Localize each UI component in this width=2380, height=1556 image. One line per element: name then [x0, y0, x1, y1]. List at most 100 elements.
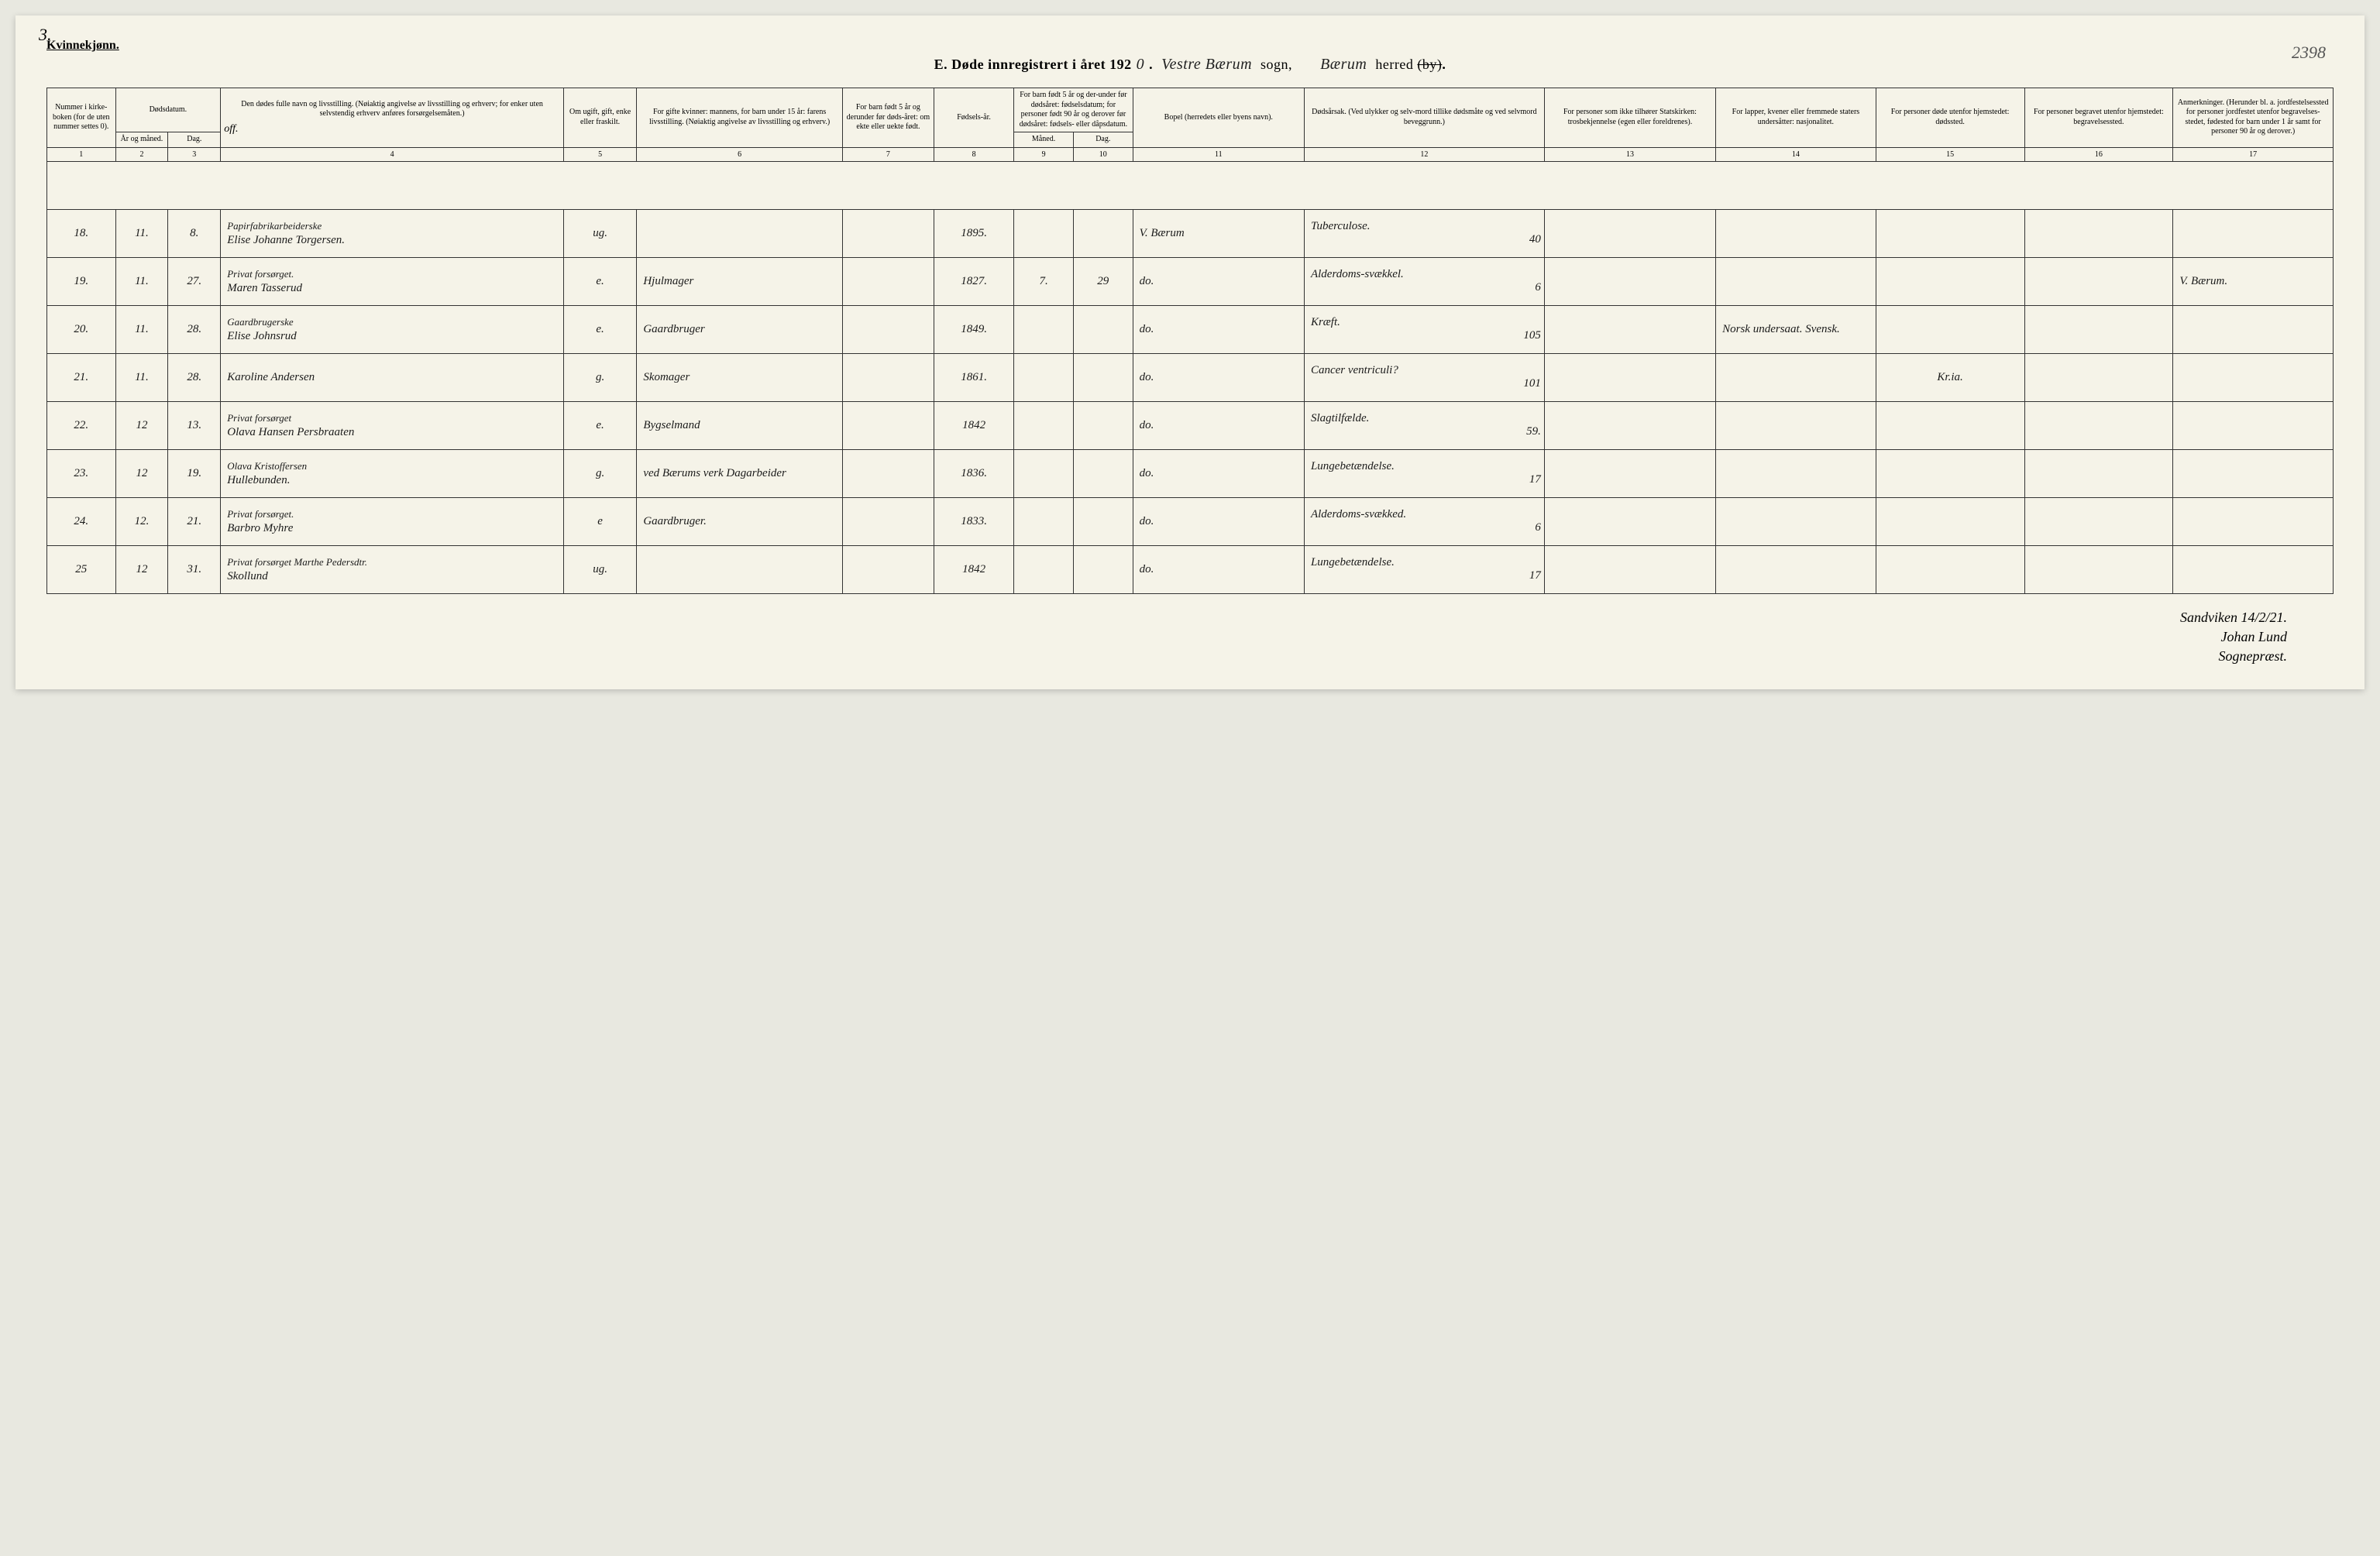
cell [1716, 545, 1876, 593]
cell: V. Bærum. [2173, 257, 2334, 305]
cell: 28. [168, 353, 221, 401]
col-header-5: Om ugift, gift, enke eller fraskilt. [563, 88, 636, 148]
cell: 21. [168, 497, 221, 545]
cell [842, 449, 934, 497]
page-number-right: 2398 [2292, 43, 2326, 63]
cell [2024, 257, 2173, 305]
cell [1876, 257, 2024, 305]
column-number: 8 [934, 147, 1013, 161]
cell: g. [563, 449, 636, 497]
table-row: 21.11.28.Karoline Anderseng.Skomager1861… [47, 353, 2334, 401]
cell: 1833. [934, 497, 1013, 545]
label-sogn: sogn, [1261, 57, 1292, 72]
cell [1014, 209, 1074, 257]
cell [2173, 449, 2334, 497]
cell [2024, 353, 2173, 401]
cell [1073, 305, 1133, 353]
cell: Slagtilfælde. 59. [1304, 401, 1544, 449]
column-number: 2 [115, 147, 168, 161]
cell [2173, 497, 2334, 545]
cell [1014, 401, 1074, 449]
col-header-9b: Dag. [1073, 132, 1133, 148]
register-page: 3. 2398 Kvinnekjønn. E. Døde innregistre… [15, 15, 2365, 689]
cell: 1895. [934, 209, 1013, 257]
cell [637, 209, 843, 257]
cell: Alderdoms-svækked. 6 [1304, 497, 1544, 545]
col-header-9a: Måned. [1014, 132, 1074, 148]
cell [1073, 545, 1133, 593]
cell: e [563, 497, 636, 545]
cell: ug. [563, 209, 636, 257]
cell: e. [563, 257, 636, 305]
cell [1716, 209, 1876, 257]
cell: Kræft. 105 [1304, 305, 1544, 353]
cell [1716, 257, 1876, 305]
cell [1073, 497, 1133, 545]
cell: 19. [168, 449, 221, 497]
column-number: 3 [168, 147, 221, 161]
column-number: 10 [1073, 147, 1133, 161]
col-header-2a: År og måned. [115, 132, 168, 148]
cell: Privat forsørget.Maren Tasserud [221, 257, 564, 305]
cell: Tuberculose. 40 [1304, 209, 1544, 257]
title-sogn: Vestre Bærum [1157, 56, 1257, 73]
cell [2024, 305, 2173, 353]
cell: 11. [115, 305, 168, 353]
cell [842, 497, 934, 545]
cell [1876, 305, 2024, 353]
cell [842, 401, 934, 449]
col-header-2-top: Dødsdatum. [115, 88, 221, 132]
cell: 8. [168, 209, 221, 257]
cell [1014, 305, 1074, 353]
cell: 20. [47, 305, 116, 353]
cell: 1861. [934, 353, 1013, 401]
cell: Cancer ventriculi? 101 [1304, 353, 1544, 401]
cell: 24. [47, 497, 116, 545]
cell: GaardbrugerskeElise Johnsrud [221, 305, 564, 353]
cell: Privat forsørgetOlava Hansen Persbraaten [221, 401, 564, 449]
cell: 31. [168, 545, 221, 593]
label-herred: herred [1375, 57, 1413, 72]
cell [1876, 401, 2024, 449]
cell [2173, 209, 2334, 257]
col-header-12: Dødsårsak. (Ved ulykker og selv-mord til… [1304, 88, 1544, 148]
cell [1073, 449, 1133, 497]
column-number: 7 [842, 147, 934, 161]
header-handwriting: off. [224, 122, 560, 136]
cell [1014, 353, 1074, 401]
cell [2173, 401, 2334, 449]
col-header-9-top: For barn født 5 år og der-under før døds… [1014, 88, 1133, 132]
cell: do. [1133, 305, 1304, 353]
cell [1544, 545, 1715, 593]
register-table: Nummer i kirke-boken (for de uten nummer… [46, 88, 2334, 594]
cell [1716, 401, 1876, 449]
table-row: 22.1213.Privat forsørgetOlava Hansen Per… [47, 401, 2334, 449]
cell [1876, 497, 2024, 545]
cell [1544, 353, 1715, 401]
cell: Karoline Andersen [221, 353, 564, 401]
blank-row [47, 161, 2334, 209]
cell: ug. [563, 545, 636, 593]
col-header-1: Nummer i kirke-boken (for de uten nummer… [47, 88, 116, 148]
cell [1014, 449, 1074, 497]
cell: 21. [47, 353, 116, 401]
cell: Lungebetændelse. 17 [1304, 545, 1544, 593]
cell: 11. [115, 209, 168, 257]
column-number: 13 [1544, 147, 1715, 161]
cell [1544, 257, 1715, 305]
cell: 11. [115, 257, 168, 305]
footer-place-date: Sandviken 14/2/21. [46, 608, 2287, 627]
cell [842, 209, 934, 257]
cell [637, 545, 843, 593]
column-number: 6 [637, 147, 843, 161]
column-number: 17 [2173, 147, 2334, 161]
col-header-17: Anmerkninger. (Herunder bl. a. jordfeste… [2173, 88, 2334, 148]
table-row: 19.11.27.Privat forsørget.Maren Tasserud… [47, 257, 2334, 305]
cell [842, 545, 934, 593]
title-prefix: E. Døde innregistrert i året 192 [934, 57, 1132, 72]
cell: 28. [168, 305, 221, 353]
cell [2173, 305, 2334, 353]
table-row: 23.1219.Olava KristoffersenHullebunden.g… [47, 449, 2334, 497]
cell: 1842 [934, 545, 1013, 593]
cell [2173, 545, 2334, 593]
